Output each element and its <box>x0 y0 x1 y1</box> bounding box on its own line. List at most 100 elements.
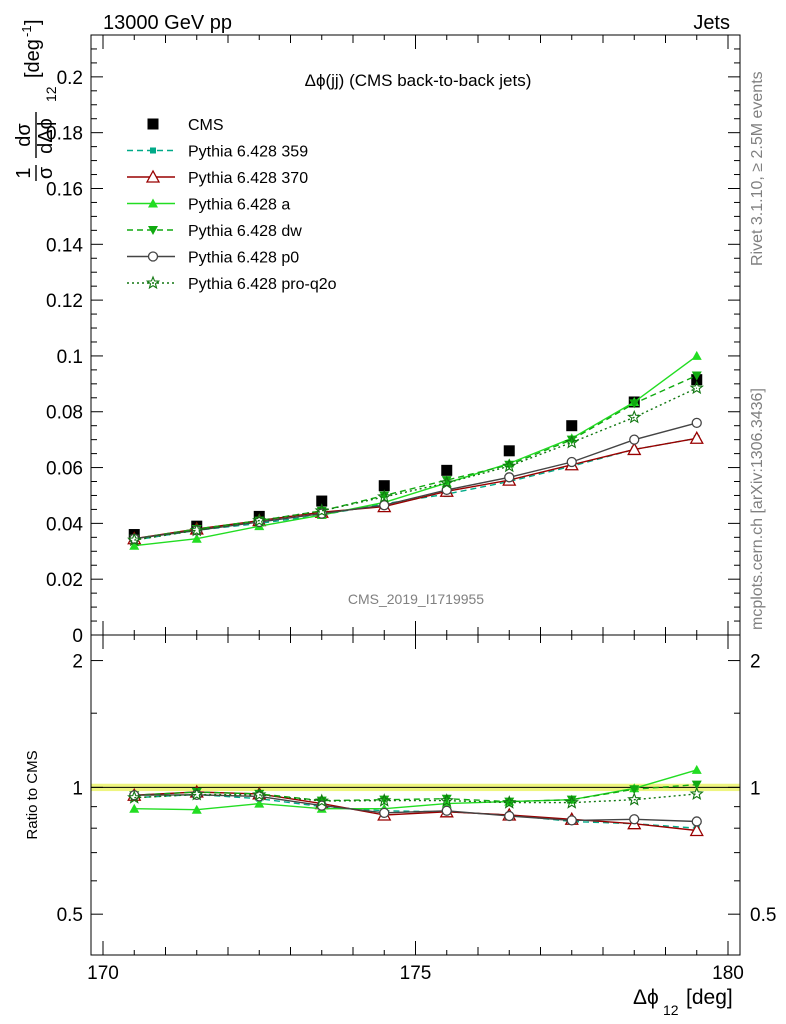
main-y-tick-label: 0 <box>72 626 83 647</box>
legend-label: Pythia 6.428 pro-q2o <box>188 276 337 293</box>
main-point-pythia-6-428-pro-q2o <box>314 503 329 517</box>
ratio-point-pythia-6-428-a <box>129 803 140 813</box>
svg-text:1: 1 <box>13 167 35 178</box>
ratio-point-pythia-6-428-p0 <box>691 816 702 827</box>
main-line-pythia-6-428-pro-q2o <box>134 387 698 541</box>
legend-entry-pythia-6-428-p0: Pythia 6.428 p0 <box>127 250 299 267</box>
watermark: CMS_2019_I1719955 <box>348 591 484 607</box>
main-y-tick-label: 0.1 <box>57 347 83 368</box>
ratio-y-tick-label: 2 <box>72 652 83 673</box>
main-point-pythia-6-428-pro-q2o <box>439 475 454 489</box>
ratio-point-pythia-6-428-pro-q2o <box>502 795 517 809</box>
main-line-pythia-6-428-a <box>134 355 698 547</box>
ratio-y-label: Ratio to CMS <box>24 750 41 839</box>
main-point-pythia-6-428-pro-q2o <box>689 380 704 395</box>
main-y-axis: 0 0.02 0.04 0.06 0.08 0.1 0.12 0.14 0.16 0.18 0.2 <box>46 48 740 647</box>
ratio-y-tick-label-right: 1 <box>750 778 761 799</box>
ratio-point-pythia-6-428-p0 <box>504 810 515 822</box>
legend-entry-pythia-6-428-359: Pythia 6.428 359 <box>127 144 308 161</box>
main-y-tick-label: 0.2 <box>57 68 83 89</box>
ratio-y-axis: 0.5 0.5 1 1 2 2 <box>57 652 777 927</box>
main-point-pythia-6-428-pro-q2o <box>377 489 392 503</box>
legend-marker <box>147 251 159 262</box>
main-y-tick-label: 0.06 <box>46 459 83 480</box>
main-point-pythia-6-428-p0 <box>629 434 640 445</box>
ratio-point-pythia-6-428-pro-q2o <box>189 786 204 801</box>
ratio-line-pythia-6-428-dw <box>134 783 697 803</box>
main-point-pythia-6-428-370 <box>689 430 704 444</box>
main-panel: Δϕ(jj) (CMS back-to-back jets) CMS_2019_… <box>46 34 741 647</box>
legend-label: Pythia 6.428 p0 <box>188 250 299 267</box>
main-series-pythia-6-428-p0 <box>129 417 702 544</box>
main-y-tick-label: 0.12 <box>46 291 83 312</box>
main-point-cms <box>378 480 390 492</box>
rivet-label: Rivet 3.1.10, ≥ 2.5M events <box>749 71 766 266</box>
svg-text:dσ: dσ <box>13 123 35 147</box>
main-point-pythia-6-428-pro-q2o <box>502 458 517 473</box>
main-point-pythia-6-428-dw <box>566 435 577 445</box>
legend-label: Pythia 6.428 370 <box>188 170 308 187</box>
main-point-pythia-6-428-p0 <box>691 417 702 429</box>
x-tick-label: 175 <box>400 963 432 984</box>
main-point-cms <box>316 495 328 507</box>
legend-entry-pythia-6-428-pro-q2o: Pythia 6.428 pro-q2o <box>127 275 337 293</box>
svg-text:Δϕ: Δϕ <box>633 986 659 1009</box>
main-point-pythia-6-428-pro-q2o <box>189 522 204 537</box>
main-y-axis-label: 1 σ dσ dΔϕ 12 [deg -1 ] <box>13 19 59 181</box>
ratio-line-pythia-6-428-pro-q2o <box>134 793 697 804</box>
main-point-pythia-6-428-p0 <box>504 472 515 483</box>
ratio-point-pythia-6-428-a <box>254 798 265 808</box>
ratio-series-group <box>127 764 704 837</box>
svg-text:-1: -1 <box>19 25 34 37</box>
main-series-pythia-6-428-dw <box>129 371 702 544</box>
main-point-pythia-6-428-370 <box>627 442 642 456</box>
main-series-cms <box>128 374 703 541</box>
main-point-pythia-6-428-pro-q2o <box>627 409 642 424</box>
ratio-point-pythia-6-428-p0 <box>316 800 327 811</box>
legend-label: Pythia 6.428 a <box>188 197 290 214</box>
main-y-tick-label: 0.04 <box>46 514 83 535</box>
ratio-point-pythia-6-428-pro-q2o <box>252 787 267 801</box>
ratio-point-pythia-6-428-a <box>691 764 702 774</box>
main-point-pythia-6-428-dw <box>629 399 640 409</box>
legend-marker <box>148 226 158 235</box>
svg-text:]: ] <box>22 19 44 25</box>
svg-text:dΔϕ: dΔϕ <box>35 118 57 154</box>
main-y-tick-label: 0.02 <box>46 570 83 591</box>
legend-marker <box>148 198 158 208</box>
ratio-point-pythia-6-428-dw <box>441 794 452 804</box>
ratio-point-pythia-6-428-dw <box>629 785 640 795</box>
main-point-pythia-6-428-pro-q2o <box>564 434 579 449</box>
ratio-point-pythia-6-428-p0 <box>441 805 452 816</box>
legend-entry-pythia-6-428-370: Pythia 6.428 370 <box>127 169 308 187</box>
main-point-cms <box>503 445 515 457</box>
main-point-pythia-6-428-pro-q2o <box>252 513 267 527</box>
main-point-pythia-6-428-a <box>691 350 702 360</box>
main-y-tick-label: 0.16 <box>46 179 83 200</box>
ratio-point-pythia-6-428-dw <box>691 780 702 790</box>
main-point-cms <box>441 464 453 476</box>
main-point-pythia-6-428-pro-q2o <box>127 532 142 547</box>
legend-label: Pythia 6.428 dw <box>188 223 302 240</box>
main-line-pythia-6-428-dw <box>134 374 698 540</box>
svg-text:[deg]: [deg] <box>686 986 733 1009</box>
main-series-group <box>127 350 704 550</box>
legend-marker <box>150 147 156 154</box>
main-point-pythia-6-428-a <box>191 533 202 543</box>
header-left: 13000 GeV pp <box>103 12 232 34</box>
ratio-point-pythia-6-428-370 <box>689 823 704 837</box>
main-point-pythia-6-428-dw <box>504 460 515 470</box>
ratio-y-tick-label-right: 0.5 <box>750 905 776 926</box>
ratio-panel: 0.5 0.51 12 2 Ratio to CMS 170 175 180 <box>24 35 776 984</box>
legend: CMS Pythia 6.428 359 Pythia 6.428 370 Pythi… <box>127 117 337 293</box>
main-point-pythia-6-428-a <box>129 540 140 550</box>
main-point-pythia-6-428-dw <box>379 491 390 501</box>
main-y-tick-label: 0.14 <box>46 235 83 256</box>
ratio-point-pythia-6-428-a <box>191 804 202 814</box>
main-point-cms <box>566 420 578 432</box>
ratio-point-pythia-6-428-pro-q2o <box>627 792 642 806</box>
ratio-point-pythia-6-428-p0 <box>629 814 640 825</box>
ratio-point-pythia-6-428-pro-q2o <box>689 786 704 800</box>
header-right: Jets <box>693 12 730 34</box>
ratio-point-pythia-6-428-pro-q2o <box>439 793 454 807</box>
